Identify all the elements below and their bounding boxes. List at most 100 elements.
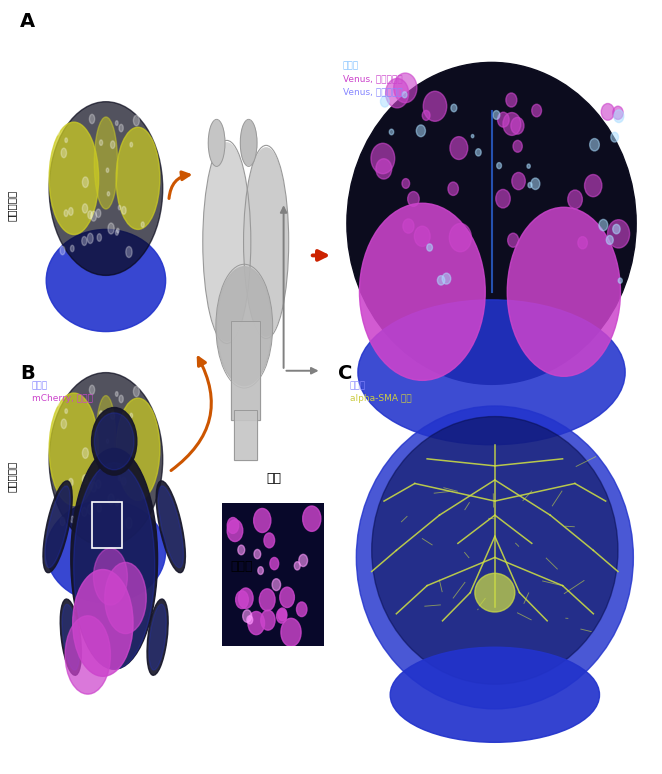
Circle shape [264,533,275,548]
Circle shape [238,545,245,555]
Circle shape [117,499,119,504]
Circle shape [60,517,65,526]
Circle shape [297,602,307,617]
Circle shape [118,205,121,210]
Ellipse shape [241,121,257,165]
Circle shape [158,142,162,147]
Circle shape [64,210,68,217]
Ellipse shape [49,101,163,276]
Circle shape [69,207,73,215]
Circle shape [96,480,101,488]
Circle shape [106,439,109,444]
Ellipse shape [475,574,515,612]
Circle shape [618,278,622,283]
Circle shape [81,237,87,245]
Circle shape [108,223,115,234]
Circle shape [119,125,123,132]
Ellipse shape [116,398,160,500]
Text: Venus, 光刺激あり: Venus, 光刺激あり [343,74,402,84]
Circle shape [493,111,500,119]
Circle shape [295,562,301,570]
Circle shape [158,413,162,418]
Circle shape [254,550,261,559]
Circle shape [126,246,132,258]
Circle shape [89,115,95,124]
Circle shape [471,135,474,138]
Circle shape [585,174,602,197]
Circle shape [422,111,430,121]
Ellipse shape [359,204,485,380]
Circle shape [381,96,389,107]
Circle shape [65,138,68,142]
Circle shape [608,220,630,248]
Ellipse shape [73,570,133,676]
Text: mCherry, 癌細胞: mCherry, 癌細胞 [32,394,93,403]
Ellipse shape [95,413,134,470]
Ellipse shape [94,117,118,209]
Circle shape [99,411,103,416]
Circle shape [590,139,599,151]
Circle shape [115,501,118,506]
Text: 標準脳: 標準脳 [230,560,253,573]
Ellipse shape [203,143,250,341]
Ellipse shape [507,207,620,376]
Text: Venus, 光刺激なし: Venus, 光刺激なし [343,87,402,97]
Text: 光刺激あり: 光刺激あり [6,190,17,221]
Circle shape [82,474,87,484]
Circle shape [82,448,89,458]
Circle shape [53,122,56,128]
Ellipse shape [93,548,127,605]
Circle shape [153,112,158,122]
Circle shape [601,104,614,120]
Circle shape [153,383,158,392]
Text: 光刺激なし: 光刺激なし [6,461,17,491]
Circle shape [613,106,623,119]
Circle shape [278,608,287,621]
Circle shape [402,91,407,98]
Circle shape [303,506,321,532]
Circle shape [613,224,620,234]
Ellipse shape [209,121,224,165]
Ellipse shape [216,267,272,385]
Circle shape [111,141,115,149]
Ellipse shape [45,486,70,567]
Circle shape [97,505,101,512]
Circle shape [506,93,517,107]
Circle shape [97,234,101,241]
Circle shape [438,276,445,285]
Circle shape [503,112,521,135]
Circle shape [227,520,243,542]
Circle shape [423,91,447,122]
Ellipse shape [60,599,81,675]
Circle shape [61,148,66,158]
Circle shape [115,230,118,235]
Circle shape [513,140,522,152]
Circle shape [111,412,115,420]
Text: 核染色: 核染色 [32,382,48,391]
Circle shape [118,476,121,481]
Ellipse shape [91,407,137,475]
Text: 核染色: 核染色 [343,61,359,70]
Bar [234,410,258,460]
Circle shape [281,618,301,646]
Circle shape [117,228,119,233]
Circle shape [108,494,115,505]
Circle shape [299,554,308,567]
Ellipse shape [97,396,115,472]
Circle shape [227,518,238,533]
Circle shape [371,143,395,173]
Circle shape [527,164,530,168]
Circle shape [126,517,132,529]
Circle shape [60,246,65,255]
Ellipse shape [43,481,72,573]
Circle shape [70,516,74,522]
Circle shape [427,244,432,251]
Circle shape [475,149,481,156]
Ellipse shape [62,604,79,670]
Circle shape [55,398,60,406]
Circle shape [48,134,54,143]
Bar [231,321,260,420]
Circle shape [247,616,253,624]
Circle shape [254,509,271,533]
Circle shape [89,385,95,395]
